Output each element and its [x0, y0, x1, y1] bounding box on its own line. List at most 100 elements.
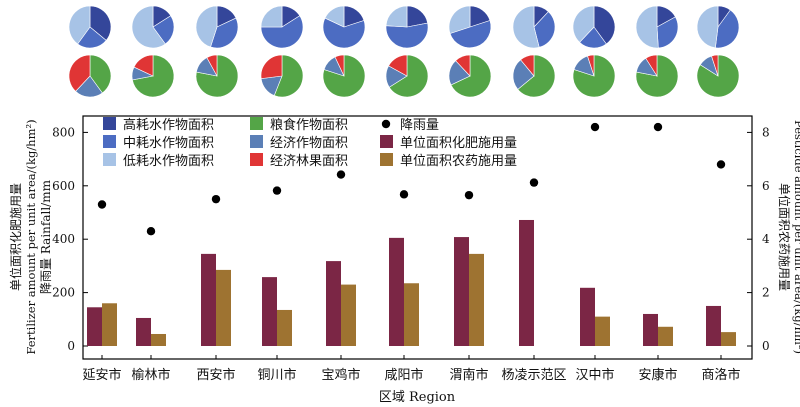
y-axis-label-right-1: 单位面积农药施用量	[777, 183, 792, 291]
bar-fertilizer	[519, 219, 534, 346]
x-tick-label: 西安市	[196, 367, 235, 383]
bar-fertilizer	[87, 307, 102, 346]
bar-pesticide	[658, 326, 673, 346]
pie-slice	[587, 54, 595, 77]
legend-swatch	[103, 117, 116, 130]
x-tick-label: 榆林市	[131, 367, 170, 383]
pie-slice	[520, 54, 535, 77]
pie-slice	[388, 54, 429, 98]
bar-fertilizer	[262, 277, 277, 346]
y-axis-label-left-3: 降雨量 Rainfall/mm	[39, 179, 53, 294]
rainfall-point	[590, 122, 600, 132]
legend-label: 中耗水作物面积	[123, 136, 214, 151]
left-axis: 0 200 400 600 800	[52, 125, 88, 353]
bar-fertilizer	[136, 317, 151, 346]
rainfall-point	[399, 190, 409, 199]
legend-swatch	[250, 135, 263, 148]
rainfall-point	[272, 186, 282, 195]
rainfall-point	[464, 190, 474, 200]
x-tick-label: 汉中市	[575, 367, 614, 383]
pie-slice	[131, 5, 166, 49]
pie-slice	[260, 54, 283, 79]
pie-slice	[512, 59, 535, 90]
legend-swatch	[250, 153, 263, 166]
pie-slice	[656, 16, 679, 49]
y-tick-label-right: 6	[762, 179, 770, 193]
y-tick-label-right: 0	[762, 339, 770, 353]
pie-slice	[334, 54, 345, 77]
bar-pesticide	[595, 316, 610, 346]
pie-slice	[388, 54, 408, 77]
legend-label: 经济作物面积	[270, 136, 348, 151]
y-axis-label-left-1: 单位面积化肥施用量	[8, 183, 23, 291]
pie-slice	[195, 54, 239, 98]
plot-frame	[82, 115, 753, 360]
bar-fertilizer	[706, 305, 721, 346]
rainfall-point	[211, 194, 221, 204]
y-tick-label-left: 800	[52, 125, 75, 139]
pie-slice	[77, 26, 107, 49]
rainfall-point	[653, 122, 663, 132]
bar-series	[87, 219, 736, 346]
x-tick-label: 咸阳市	[384, 367, 423, 383]
pie-slice	[195, 5, 218, 48]
x-tick-label: 铜川市	[257, 367, 296, 383]
legend-swatch	[103, 135, 116, 148]
pie-slice	[260, 15, 304, 49]
bar-pesticide	[469, 253, 484, 346]
legend-label: 单位面积农药施用量	[400, 154, 517, 169]
pie-rows	[68, 5, 740, 98]
y-axis-label-left-2: Fertilizer amount per unit area/(kg/hm²)	[24, 119, 38, 354]
bar-fertilizer	[643, 313, 658, 346]
y-tick-label-left: 400	[52, 232, 75, 246]
bar-pesticide	[277, 309, 292, 346]
bar-pesticide	[341, 284, 356, 346]
right-axis: 0 2 4 6 8	[747, 125, 770, 353]
y-axis-label-right-2: Pesticide amount per unit area/(kg/hm²)	[792, 120, 800, 354]
y-tick-label-right: 2	[762, 286, 770, 300]
pie-slice	[645, 54, 658, 78]
legend-marker	[381, 119, 391, 129]
pie-slice	[385, 5, 408, 28]
x-tick-label: 商洛市	[701, 367, 740, 383]
rainfall-point	[97, 200, 107, 209]
bar-fertilizer	[201, 253, 216, 346]
y-tick-label-right: 8	[762, 125, 770, 139]
legend-swatch	[380, 135, 393, 148]
pie-slice	[711, 54, 719, 77]
pie-slice	[715, 9, 740, 49]
bar-pesticide	[102, 303, 117, 346]
pie-slice	[322, 17, 366, 49]
pie-slice	[512, 5, 540, 49]
bar-pesticide	[151, 333, 166, 346]
pie-slice	[450, 54, 492, 98]
pie-slice	[89, 54, 112, 94]
pie-slice	[133, 54, 154, 77]
bar-fertilizer	[580, 287, 595, 346]
legend-label: 降雨量	[400, 118, 439, 133]
x-tick-label: 延安市	[82, 367, 121, 383]
pie-slice	[448, 5, 471, 34]
pie-slice	[533, 11, 556, 48]
pie-slice	[152, 15, 175, 45]
bar-pesticide	[404, 283, 419, 346]
pie-slice	[68, 5, 91, 45]
x-tick-label: 渭南市	[449, 367, 488, 383]
pie-slice	[210, 17, 239, 49]
rainfall-points	[97, 122, 726, 236]
pie-slice	[449, 20, 492, 49]
pie-slice	[260, 5, 283, 28]
pie-slice	[572, 5, 595, 43]
pie-slice	[273, 54, 304, 98]
legend-swatch	[250, 117, 263, 130]
legend-label: 粮食作物面积	[270, 117, 348, 133]
pie-slice	[206, 54, 218, 77]
bar-fertilizer	[389, 237, 404, 346]
bar-fertilizer	[454, 237, 469, 346]
legend-label: 单位面积化肥施用量	[400, 136, 517, 151]
pie-slice	[385, 22, 429, 49]
pie-slice	[89, 5, 112, 41]
y-tick-label-left: 600	[52, 179, 75, 193]
